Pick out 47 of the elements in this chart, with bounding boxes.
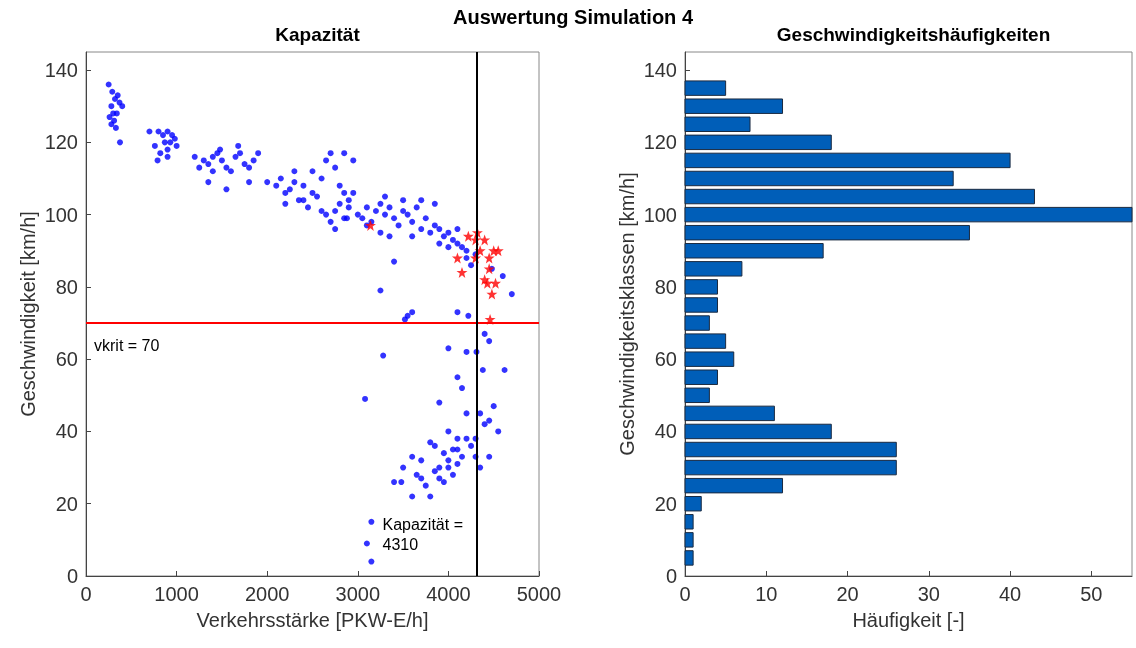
x-tick-label: 20: [836, 583, 859, 605]
ref-line-label: Kapazität = 4310: [382, 516, 463, 554]
point: [364, 219, 376, 231]
chart-title: Kapazität: [275, 24, 361, 45]
ref-line-label: vkrit = 70: [94, 336, 160, 354]
y-tick-label: 40: [654, 420, 677, 443]
y-tick-label: 20: [55, 492, 78, 515]
point: [486, 288, 498, 300]
point: [456, 266, 468, 278]
point: [474, 245, 486, 257]
x-tick-label: 0: [679, 583, 691, 605]
y-tick-label: 40: [55, 420, 78, 443]
point: [492, 245, 504, 257]
x-tick-label: 0: [80, 583, 92, 605]
text: Auswertung Simulation 4: [452, 6, 694, 28]
x-tick-label: 50: [1080, 583, 1103, 605]
y-axis-title: Geschwindigkeitsklassen [km/h]: [616, 172, 638, 456]
x-tick-label: 4000: [426, 583, 471, 605]
x-tick-label: 5000: [516, 583, 562, 605]
point: [490, 277, 502, 289]
y-tick-label: 80: [55, 275, 78, 298]
point: [462, 230, 474, 242]
y-tick-label: 80: [654, 275, 677, 298]
y-tick-label: 0: [66, 565, 78, 587]
x-axis-title: Häufigkeit [-]: [852, 609, 965, 631]
x-tick-label: 1000: [154, 583, 199, 605]
point: [483, 263, 495, 275]
y-tick-label: 60: [55, 348, 78, 371]
x-tick-label: 10: [755, 583, 778, 605]
y-tick-label: 140: [643, 59, 677, 82]
x-tick-label: 3000: [335, 583, 381, 605]
y-tick-label: 100: [44, 203, 78, 226]
y-tick-label: 100: [643, 203, 677, 226]
x-tick-label: 30: [917, 583, 940, 605]
y-tick-label: 0: [665, 565, 677, 587]
x-tick-label: 2000: [244, 583, 290, 605]
y-tick-label: 60: [654, 348, 677, 371]
point: [479, 234, 491, 246]
y-axis-title: Geschwindigkeit [km/h]: [17, 211, 39, 417]
y-tick-label: 120: [643, 131, 677, 154]
x-axis-title: Verkehrsstärke [PKW-E/h]: [196, 609, 429, 631]
point: [451, 252, 463, 264]
x-tick-label: 40: [998, 583, 1022, 605]
chart-title: Geschwindigkeitshäufigkeiten: [776, 24, 1051, 45]
y-tick-label: 20: [654, 492, 677, 515]
y-tick-label: 120: [44, 131, 78, 154]
y-tick-label: 140: [44, 59, 78, 82]
